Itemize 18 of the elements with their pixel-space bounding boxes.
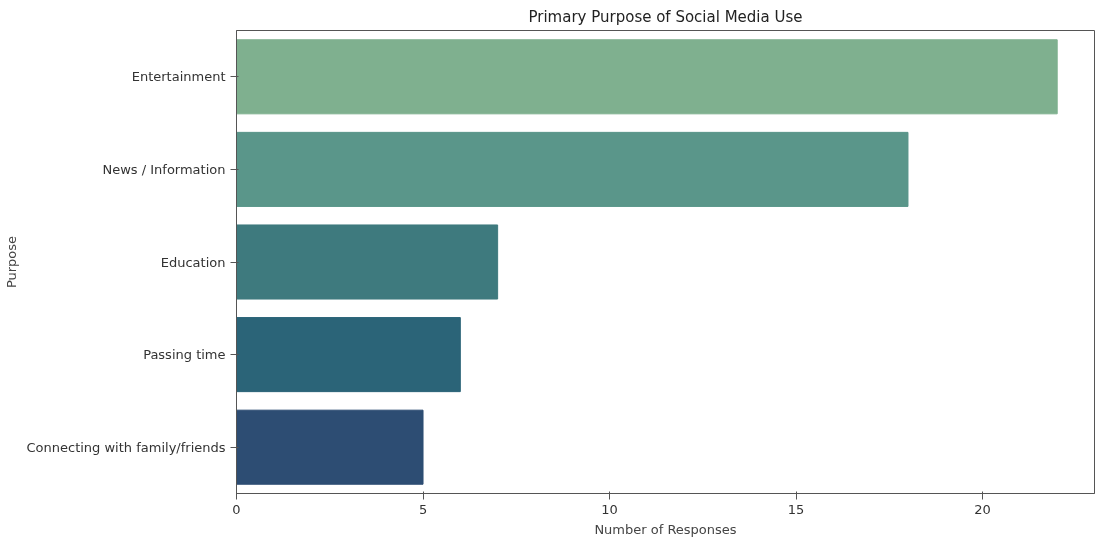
y-tick-label: Education [160,254,226,270]
y-axis-title: Purpose [3,235,19,289]
x-tick-label: 5 [418,501,428,517]
bar [236,409,424,485]
y-tick-label: Entertainment [131,69,226,85]
bar [236,131,909,207]
x-tick-label: 15 [787,501,805,517]
x-tick-label: 10 [601,501,618,517]
x-tick-label: 0 [232,501,241,517]
x-tick-label: 20 [974,501,991,517]
bar [236,317,461,393]
chart-title: Primary Purpose of Social Media Use [528,7,803,26]
y-tick-label: Passing time [143,347,226,363]
bar [236,39,1058,115]
y-tick-label: News / Information [102,161,226,177]
y-tick-label: Connecting with family/friends [26,439,226,455]
x-axis-title: Number of Responses [594,521,737,537]
bar [236,224,499,300]
